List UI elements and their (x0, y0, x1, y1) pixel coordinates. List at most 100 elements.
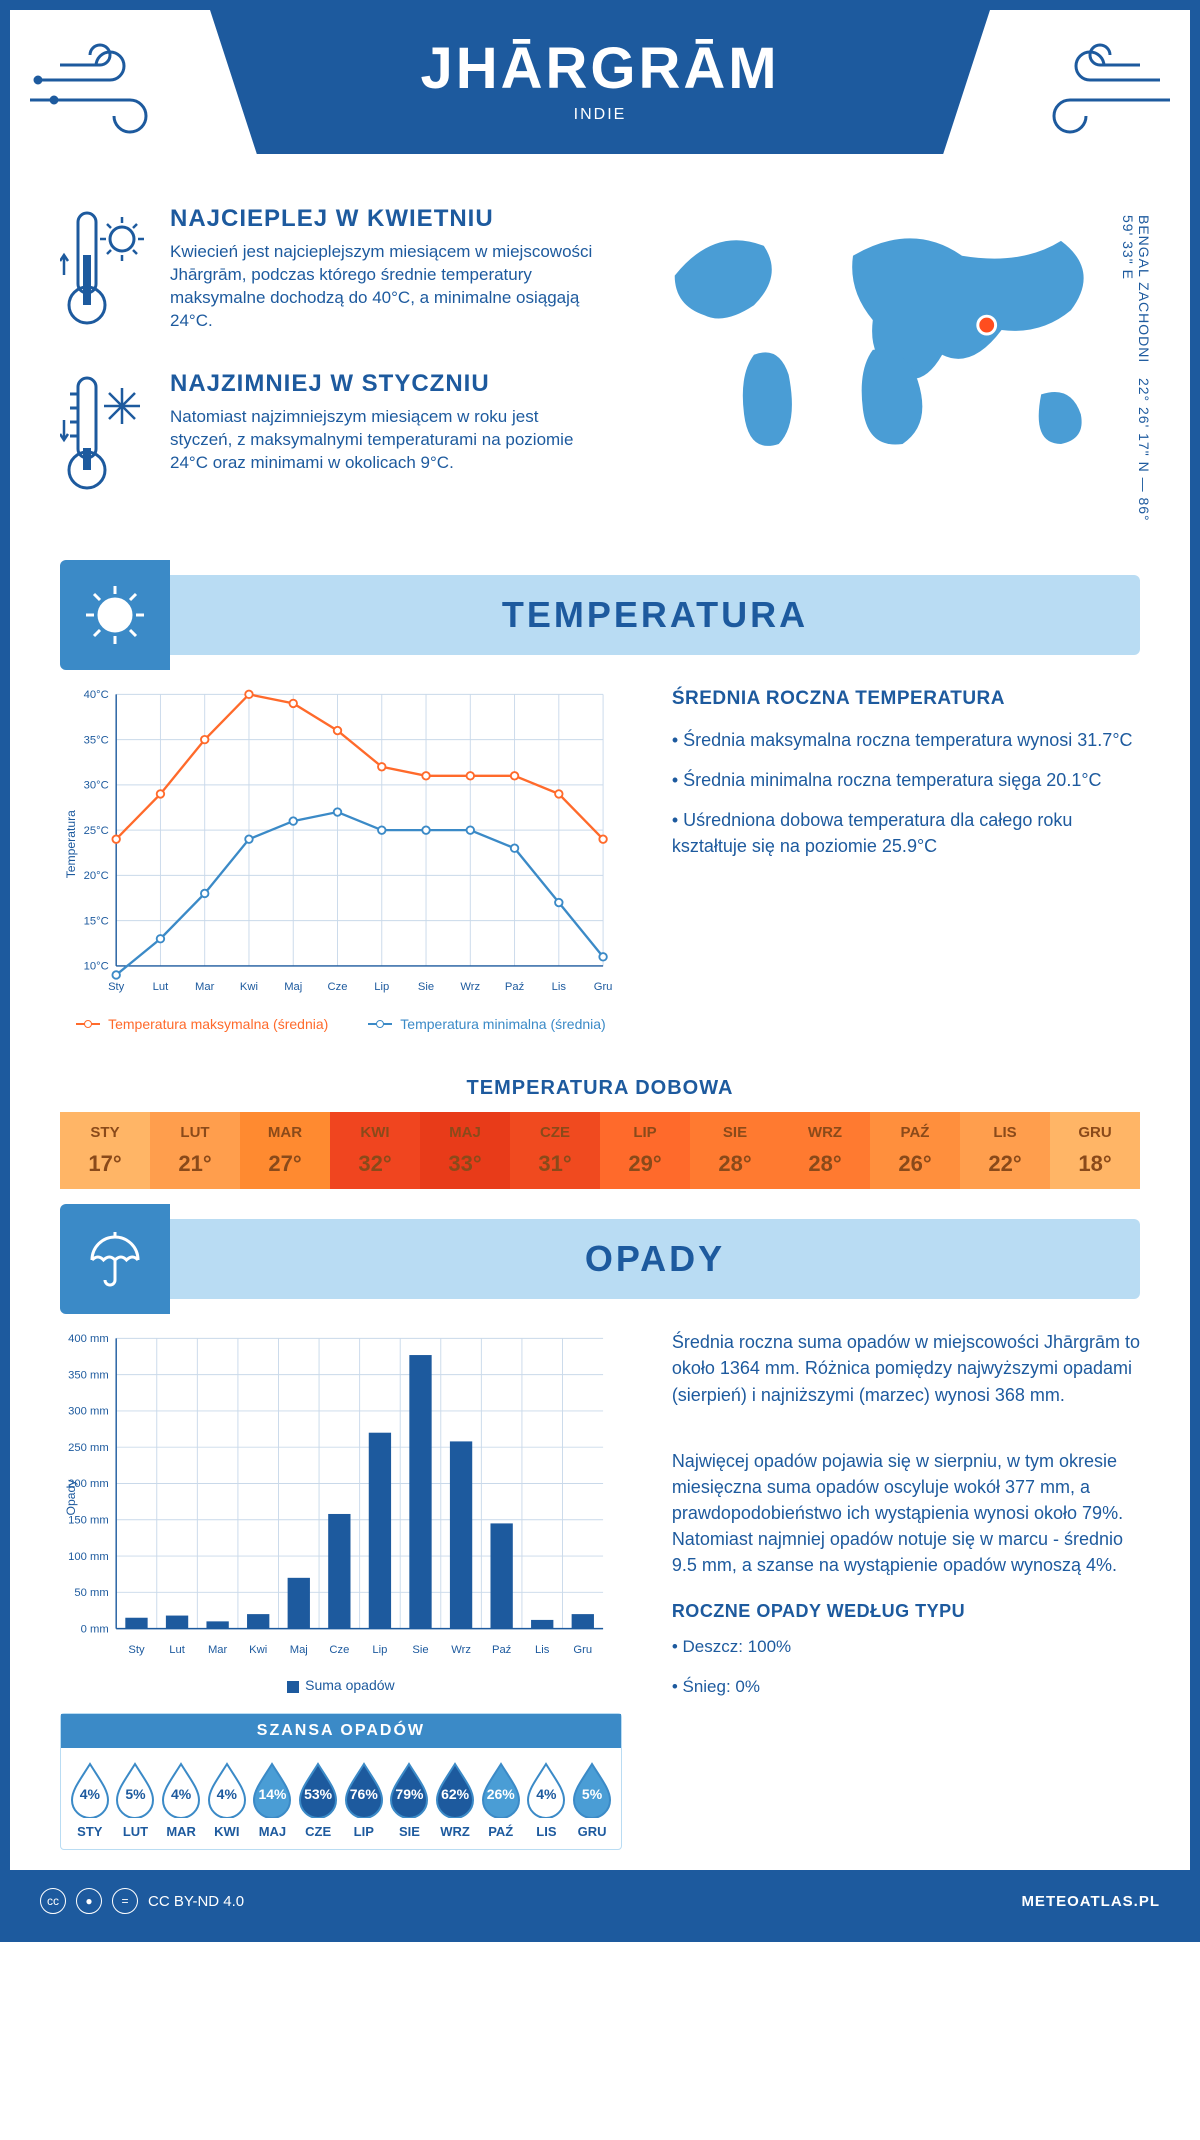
title-banner: JHĀRGRĀM INDIE (210, 10, 990, 154)
daily-cell: LUT21° (150, 1112, 240, 1189)
chance-drop: 79% SIE (387, 1760, 433, 1839)
temperature-section-bar: TEMPERATURA (60, 575, 1140, 655)
svg-text:Paź: Paź (505, 981, 525, 993)
temperature-heading: TEMPERATURA (170, 594, 1140, 636)
svg-text:Temperatura: Temperatura (64, 810, 78, 878)
cold-title: NAJZIMNIEJ W STYCZNIU (170, 370, 605, 398)
svg-text:Kwi: Kwi (240, 981, 258, 993)
precip-legend: Suma opadów (60, 1677, 622, 1693)
chance-drop: 4% STY (67, 1760, 113, 1839)
svg-text:10°C: 10°C (84, 961, 109, 973)
wind-decor-right (990, 10, 1190, 175)
intro-row: NAJCIEPLEJ W KWIETNIU Kwiecień jest najc… (10, 175, 1190, 555)
svg-text:Lip: Lip (374, 981, 389, 993)
world-map (645, 205, 1140, 465)
svg-text:Sie: Sie (412, 1644, 428, 1656)
svg-text:Lis: Lis (552, 981, 567, 993)
precip-p1: Średnia roczna suma opadów w miejscowośc… (672, 1329, 1140, 1407)
svg-text:Kwi: Kwi (249, 1644, 267, 1656)
svg-text:300 mm: 300 mm (68, 1406, 109, 1418)
cc-icon: cc (40, 1888, 66, 1914)
page-title: JHĀRGRĀM (250, 35, 950, 102)
nd-icon: = (112, 1888, 138, 1914)
svg-text:50 mm: 50 mm (74, 1587, 108, 1599)
license-text: CC BY-ND 4.0 (148, 1893, 244, 1910)
precip-section-bar: OPADY (60, 1219, 1140, 1299)
daily-cell: GRU18° (1050, 1112, 1140, 1189)
precip-type-title: ROCZNE OPADY WEDŁUG TYPU (672, 1598, 1140, 1624)
precip-chart: 0 mm50 mm100 mm150 mm200 mm250 mm300 mm3… (60, 1329, 622, 1666)
svg-text:Paź: Paź (492, 1644, 512, 1656)
svg-text:Mar: Mar (195, 981, 215, 993)
daily-cell: CZE31° (510, 1112, 600, 1189)
hot-block: NAJCIEPLEJ W KWIETNIU Kwiecień jest najc… (60, 205, 605, 340)
chance-drop: 5% LUT (113, 1760, 159, 1839)
daily-cell: LIP29° (600, 1112, 690, 1189)
svg-text:Opady: Opady (64, 1479, 78, 1516)
temperature-chart: 10°C15°C20°C25°C30°C35°C40°CStyLutMarKwi… (60, 685, 622, 1032)
chance-drop: 26% PAŹ (478, 1760, 524, 1839)
page-subtitle: INDIE (250, 106, 950, 124)
chance-title: SZANSA OPADÓW (61, 1714, 621, 1748)
svg-text:25°C: 25°C (84, 825, 109, 837)
daily-cell: LIS22° (960, 1112, 1050, 1189)
svg-text:35°C: 35°C (84, 734, 109, 746)
svg-text:100 mm: 100 mm (68, 1551, 109, 1563)
hot-title: NAJCIEPLEJ W KWIETNIU (170, 205, 605, 233)
daily-temp-table: STY17°LUT21°MAR27°KWI32°MAJ33°CZE31°LIP2… (60, 1112, 1140, 1189)
precip-type-snow: • Śnieg: 0% (672, 1674, 1140, 1700)
daily-cell: KWI32° (330, 1112, 420, 1189)
svg-text:250 mm: 250 mm (68, 1442, 109, 1454)
by-icon: ● (76, 1888, 102, 1914)
svg-text:Maj: Maj (284, 981, 302, 993)
temp-bullet-2: • Uśredniona dobowa temperatura dla całe… (672, 807, 1140, 859)
daily-cell: SIE28° (690, 1112, 780, 1189)
svg-text:40°C: 40°C (84, 689, 109, 701)
svg-text:Lut: Lut (169, 1644, 185, 1656)
footer: cc ● = CC BY-ND 4.0 METEOATLAS.PL (10, 1870, 1190, 1932)
chance-drop: 4% LIS (524, 1760, 570, 1839)
coords-label: BENGAL ZACHODNI 22° 26' 17" N — 86° 59' … (1120, 215, 1152, 535)
temperature-summary: ŚREDNIA ROCZNA TEMPERATURA • Średnia mak… (672, 685, 1140, 1032)
svg-text:Sty: Sty (128, 1644, 145, 1656)
chance-strip: SZANSA OPADÓW 4% STY 5% LUT 4% MAR 4% KW… (60, 1713, 622, 1850)
svg-text:30°C: 30°C (84, 780, 109, 792)
svg-text:350 mm: 350 mm (68, 1370, 109, 1382)
sun-badge-icon (60, 560, 170, 670)
legend-min: Temperatura minimalna (średnia) (400, 1016, 605, 1032)
svg-text:Gru: Gru (573, 1644, 592, 1656)
wind-icon (30, 40, 190, 140)
svg-text:0 mm: 0 mm (81, 1624, 109, 1636)
cold-block: NAJZIMNIEJ W STYCZNIU Natomiast najzimni… (60, 370, 605, 505)
header: JHĀRGRĀM INDIE (10, 10, 1190, 175)
wind-decor-left (10, 10, 210, 175)
map-marker (978, 316, 996, 334)
svg-text:Cze: Cze (329, 1644, 349, 1656)
svg-text:Sie: Sie (418, 981, 434, 993)
chance-drop: 5% GRU (569, 1760, 615, 1839)
precip-heading: OPADY (170, 1238, 1140, 1280)
daily-cell: WRZ28° (780, 1112, 870, 1189)
svg-text:Lut: Lut (153, 981, 169, 993)
svg-text:Mar: Mar (208, 1644, 228, 1656)
svg-text:Lip: Lip (372, 1644, 387, 1656)
chance-drop: 14% MAJ (250, 1760, 296, 1839)
daily-cell: MAR27° (240, 1112, 330, 1189)
hot-text: Kwiecień jest najcieplejszym miesiącem w… (170, 241, 605, 333)
precip-p2: Najwięcej opadów pojawia się w sierpniu,… (672, 1448, 1140, 1578)
umbrella-badge-icon (60, 1204, 170, 1314)
chance-drop: 62% WRZ (432, 1760, 478, 1839)
thermometer-hot-icon (60, 205, 150, 340)
site-name: METEOATLAS.PL (1021, 1893, 1160, 1910)
temp-bullet-1: • Średnia minimalna roczna temperatura s… (672, 767, 1140, 793)
svg-text:Lis: Lis (535, 1644, 550, 1656)
daily-cell: MAJ33° (420, 1112, 510, 1189)
chance-drop: 4% KWI (204, 1760, 250, 1839)
daily-temp-title: TEMPERATURA DOBOWA (10, 1077, 1190, 1100)
svg-text:400 mm: 400 mm (68, 1333, 109, 1345)
precip-type-rain: • Deszcz: 100% (672, 1634, 1140, 1660)
svg-text:15°C: 15°C (84, 915, 109, 927)
svg-text:Gru: Gru (594, 981, 613, 993)
svg-text:Sty: Sty (108, 981, 125, 993)
chance-drop: 76% LIP (341, 1760, 387, 1839)
